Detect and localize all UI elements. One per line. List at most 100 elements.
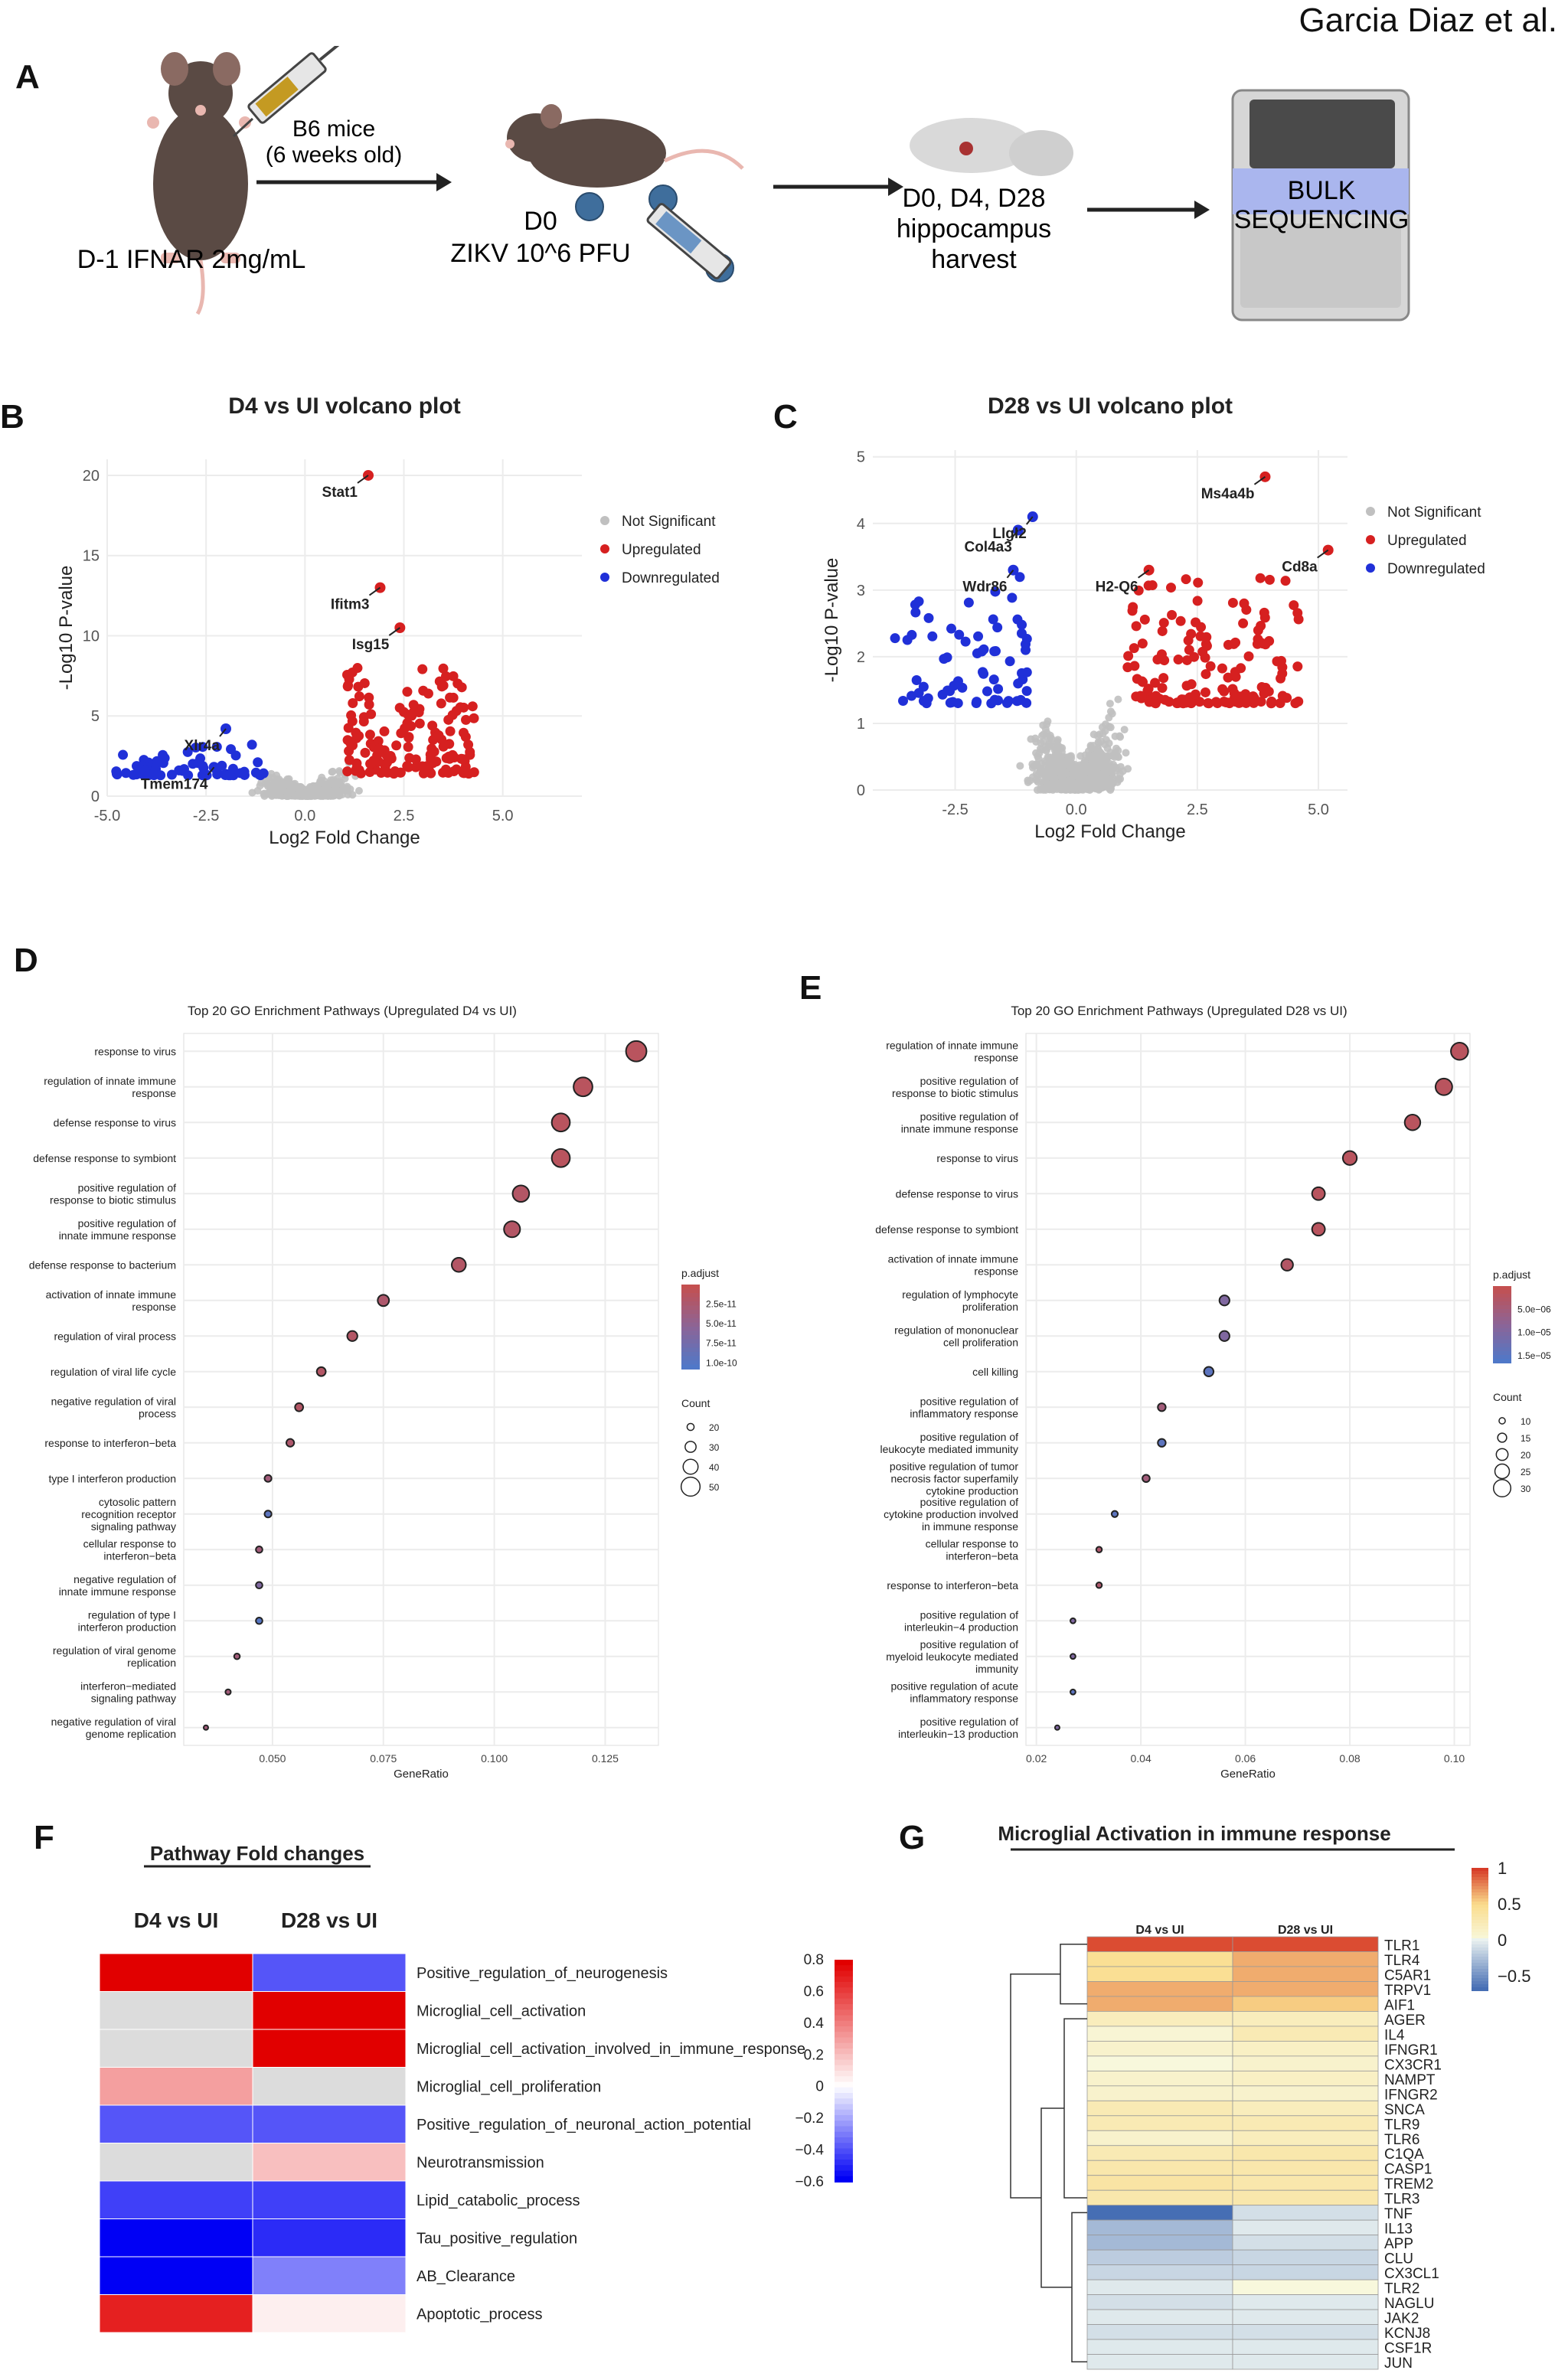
up-point bbox=[1233, 697, 1244, 708]
data-points bbox=[890, 471, 1334, 794]
colorbar-segment bbox=[1472, 1935, 1488, 1939]
term-dot bbox=[1434, 1077, 1453, 1096]
term-dot bbox=[202, 1724, 209, 1731]
x-tick-label: 2.5 bbox=[1187, 801, 1208, 818]
term-label: defense response to symbiont bbox=[875, 1223, 1018, 1236]
heatmap-cell bbox=[99, 2180, 253, 2219]
colorbar-segment bbox=[1472, 1984, 1488, 1988]
down-point bbox=[898, 696, 909, 707]
colorbar-segment bbox=[835, 1976, 853, 1983]
term-label-line: recognition receptor bbox=[81, 1508, 176, 1520]
gene-leader-line bbox=[1011, 529, 1019, 539]
up-point bbox=[469, 713, 479, 723]
up-point bbox=[1142, 685, 1153, 696]
ns-point bbox=[1099, 730, 1107, 738]
column-header: D4 vs UI bbox=[134, 1908, 219, 1932]
ns-point bbox=[1107, 764, 1116, 772]
up-point bbox=[421, 761, 432, 772]
term-label-line: type I interferon production bbox=[48, 1472, 176, 1484]
chart-title: Pathway Fold changes bbox=[150, 1842, 364, 1865]
down-point bbox=[906, 690, 917, 701]
up-point bbox=[1191, 689, 1201, 700]
ns-point bbox=[1089, 730, 1098, 739]
count-legend-circle bbox=[1492, 1478, 1512, 1498]
term-dot bbox=[1280, 1258, 1294, 1272]
term-dot bbox=[255, 1616, 263, 1625]
ns-point bbox=[1039, 737, 1047, 746]
heatmap-cell bbox=[1232, 1981, 1379, 1997]
term-dot bbox=[263, 1474, 273, 1483]
ns-point bbox=[248, 788, 256, 797]
gene-leader-line bbox=[357, 475, 369, 484]
term-dot bbox=[625, 1040, 648, 1063]
colorbar-segment bbox=[1472, 1981, 1488, 1985]
gene-row-label: CASP1 bbox=[1384, 2162, 1432, 2178]
heatmap-cell bbox=[1232, 1951, 1379, 1967]
heatmap-cell bbox=[1086, 2130, 1233, 2147]
up-point bbox=[1201, 641, 1212, 651]
up-point bbox=[1186, 679, 1197, 690]
gene-row-label: CLU bbox=[1384, 2251, 1413, 2267]
colorbar-segment bbox=[1472, 1923, 1488, 1927]
down-point bbox=[1014, 572, 1025, 583]
colorbar-segment bbox=[681, 1314, 700, 1319]
harvest-label: harvest bbox=[931, 245, 1017, 274]
term-dot bbox=[1070, 1617, 1076, 1624]
colorbar-segment bbox=[835, 2120, 853, 2127]
up-point bbox=[1200, 687, 1210, 697]
term-label-line: response to interferon−beta bbox=[44, 1437, 176, 1449]
y-tick-label: 15 bbox=[83, 548, 100, 565]
colorbar-tick: 0.5 bbox=[1498, 1895, 1521, 1914]
up-point bbox=[1158, 673, 1169, 684]
padj-legend-label: 1.5e−05 bbox=[1517, 1350, 1551, 1361]
colorbar-tick: −0.4 bbox=[795, 2143, 824, 2159]
up-point bbox=[1217, 663, 1227, 674]
panel-label-e: E bbox=[799, 969, 822, 1007]
up-point bbox=[438, 663, 449, 674]
up-point bbox=[358, 717, 369, 727]
row-dendrogram bbox=[1010, 1943, 1087, 2363]
x-tick-label: 0.0 bbox=[294, 808, 315, 824]
term-label-line: cellular response to bbox=[83, 1537, 177, 1549]
colorbar-tick: 1 bbox=[1498, 1859, 1507, 1878]
colorbar-segment bbox=[681, 1318, 700, 1324]
heatmap-cell bbox=[1086, 1951, 1233, 1967]
heatmap-cell bbox=[99, 2029, 253, 2068]
term-dot bbox=[263, 1510, 273, 1519]
term-label: type I interferon production bbox=[48, 1472, 176, 1484]
down-point bbox=[182, 746, 193, 757]
colorbar-segment bbox=[1472, 1902, 1488, 1905]
ns-point bbox=[1095, 756, 1103, 764]
up-point bbox=[1253, 634, 1263, 645]
term-label-line: regulation of viral process bbox=[54, 1330, 176, 1342]
x-tick-label: -2.5 bbox=[193, 808, 219, 824]
colorbar-tick: 0.8 bbox=[804, 1952, 824, 1968]
up-point bbox=[417, 664, 428, 674]
ns-point bbox=[1057, 759, 1066, 767]
ns-point bbox=[1086, 753, 1094, 761]
term-dot bbox=[1311, 1186, 1326, 1201]
up-point bbox=[1256, 681, 1267, 692]
ns-point bbox=[1076, 752, 1085, 760]
term-label: defense response to bacterium bbox=[29, 1259, 176, 1271]
up-point bbox=[460, 762, 471, 772]
colorbar-segment bbox=[1472, 1914, 1488, 1918]
y-tick-label: 1 bbox=[857, 716, 865, 733]
y-tick-label: 20 bbox=[83, 468, 100, 485]
colorbar-segment bbox=[1472, 1938, 1488, 1942]
heatmap-cell bbox=[1086, 2115, 1233, 2131]
gene-point bbox=[1143, 564, 1155, 576]
colorbar-tick: −0.6 bbox=[795, 2174, 824, 2190]
x-tick-label: 5.0 bbox=[492, 808, 514, 824]
colorbar-segment bbox=[835, 2071, 853, 2078]
gene-row-label: TLR9 bbox=[1384, 2117, 1419, 2133]
up-point bbox=[1123, 651, 1134, 661]
down-point bbox=[188, 759, 198, 769]
panel-label-c: C bbox=[773, 398, 798, 436]
term-label-line: defense response to virus bbox=[896, 1187, 1018, 1200]
up-point bbox=[1227, 597, 1238, 608]
padj-legend-label: 1.0e-10 bbox=[706, 1357, 737, 1368]
ns-point bbox=[1068, 766, 1076, 774]
down-point bbox=[250, 767, 261, 778]
gene-label: Col4a3 bbox=[964, 539, 1011, 555]
